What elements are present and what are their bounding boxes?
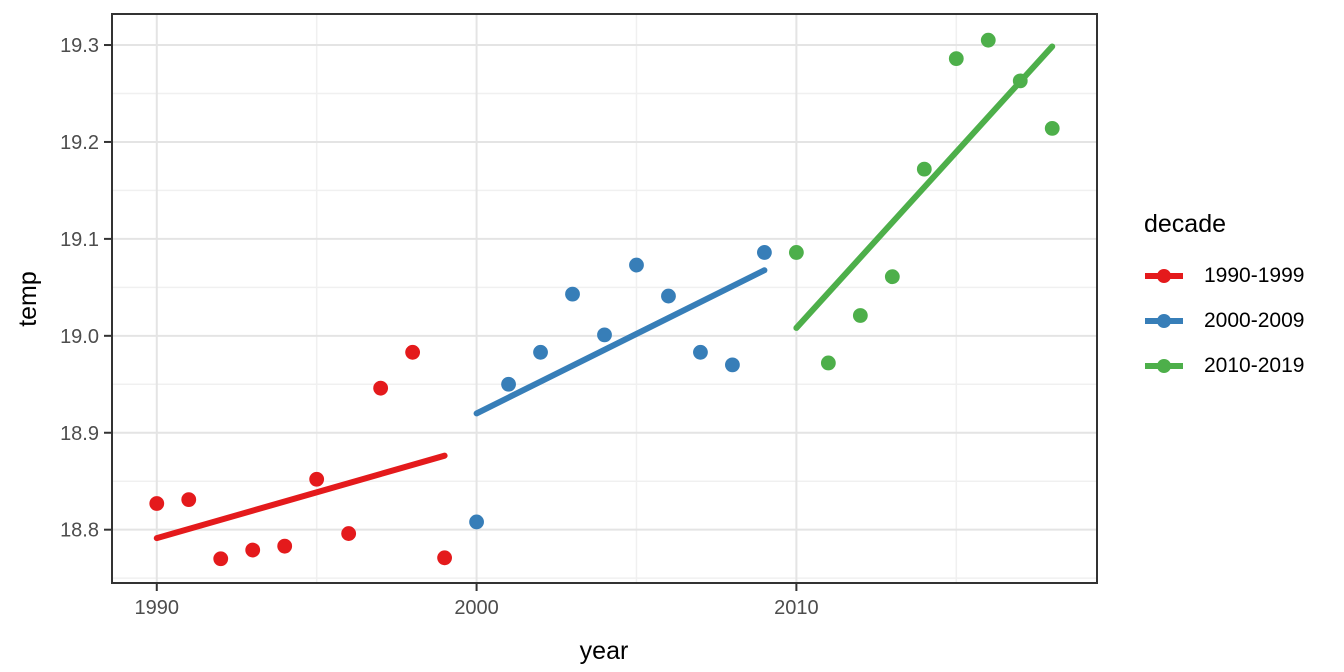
y-tick-label: 19.1 bbox=[60, 229, 99, 251]
y-tick-label: 19.0 bbox=[60, 326, 99, 348]
data-point-1996 bbox=[341, 526, 357, 541]
legend-title: decade bbox=[1144, 210, 1227, 238]
data-points bbox=[149, 32, 1060, 567]
data-point-2010 bbox=[788, 245, 804, 260]
trend-line-2010-2019 bbox=[793, 43, 1056, 331]
data-point-2006 bbox=[661, 288, 676, 304]
data-point-2007 bbox=[693, 344, 708, 360]
axis-ticks: 1990 2000 2010 18.8 18.9 19.0 19.1 19.2 19.3 bbox=[60, 35, 819, 619]
data-point-1992 bbox=[213, 551, 229, 567]
trend-lines bbox=[153, 43, 1056, 542]
x-tick-label: 2010 bbox=[774, 597, 819, 619]
gridlines-major bbox=[112, 14, 1097, 583]
panel-border bbox=[111, 13, 1098, 584]
legend-label: 2000-2009 bbox=[1204, 308, 1305, 332]
y-tick-label: 18.9 bbox=[60, 423, 99, 445]
legend: decade 1990-1999 2000-2009 2010-2019 bbox=[1144, 208, 1304, 388]
y-tick-label: 19.3 bbox=[60, 35, 99, 57]
data-point-1998 bbox=[405, 344, 421, 360]
data-point-2005 bbox=[629, 257, 644, 273]
trend-line-point-key-icon bbox=[1145, 313, 1183, 328]
data-point-1999 bbox=[437, 550, 452, 566]
legend-entry-1990-1999: 1990-1999 bbox=[1144, 253, 1304, 298]
data-point-2009 bbox=[757, 245, 772, 260]
data-point-2017 bbox=[1012, 73, 1028, 89]
data-point-1994 bbox=[277, 538, 293, 554]
data-point-2014 bbox=[916, 161, 932, 177]
data-point-1990 bbox=[149, 496, 165, 511]
x-tick-label: 2000 bbox=[454, 597, 499, 619]
data-point-2016 bbox=[980, 32, 996, 48]
data-point-2000 bbox=[469, 514, 484, 530]
y-axis-title: temp bbox=[14, 271, 42, 327]
data-point-2003 bbox=[565, 286, 580, 302]
x-tick-label: 1990 bbox=[135, 597, 180, 619]
data-point-1995 bbox=[309, 471, 325, 487]
data-point-1993 bbox=[245, 542, 261, 558]
data-point-2015 bbox=[948, 51, 964, 66]
data-point-2012 bbox=[852, 308, 868, 323]
x-axis-title: year bbox=[579, 637, 629, 665]
data-point-2002 bbox=[533, 344, 548, 360]
trend-line-point-key-icon bbox=[1145, 358, 1183, 373]
legend-label: 2010-2019 bbox=[1204, 353, 1305, 377]
legend-entry-2010-2019: 2010-2019 bbox=[1144, 343, 1304, 388]
data-point-2004 bbox=[597, 327, 612, 343]
legend-entry-2000-2009: 2000-2009 bbox=[1144, 298, 1304, 343]
gridlines-minor bbox=[112, 14, 1097, 583]
y-tick-label: 18.8 bbox=[60, 520, 99, 542]
data-point-1991 bbox=[181, 492, 197, 508]
plot-panel bbox=[112, 14, 1097, 583]
data-point-2008 bbox=[725, 357, 740, 373]
data-point-2011 bbox=[820, 355, 836, 371]
trend-line-point-key-icon bbox=[1145, 268, 1183, 283]
data-point-2001 bbox=[501, 376, 516, 392]
trend-line-2000-2009 bbox=[473, 267, 768, 417]
trend-line-1990-1999 bbox=[153, 452, 448, 542]
y-tick-label: 19.2 bbox=[60, 132, 99, 154]
data-point-2018 bbox=[1044, 120, 1060, 136]
legend-label: 1990-1999 bbox=[1204, 263, 1305, 287]
data-point-2013 bbox=[884, 269, 900, 285]
data-point-1997 bbox=[373, 380, 389, 396]
